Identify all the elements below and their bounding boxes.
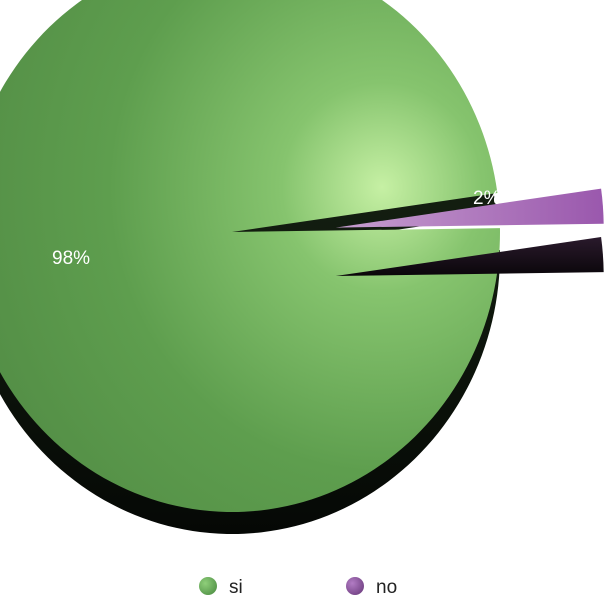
- legend-label-si: si: [229, 577, 243, 598]
- slice-si: [0, 0, 500, 512]
- legend-swatch-no: [346, 577, 364, 595]
- slice-label-si: 98%: [52, 248, 90, 269]
- slice-label-no: 2%: [473, 188, 501, 209]
- slice-no-side: [335, 237, 604, 277]
- legend-label-no: no: [376, 577, 397, 598]
- legend-item-si: si: [199, 577, 243, 598]
- slice-no: [335, 188, 604, 228]
- legend: si no: [199, 577, 397, 598]
- legend-swatch-si: [199, 577, 217, 595]
- legend-item-no: no: [346, 577, 397, 598]
